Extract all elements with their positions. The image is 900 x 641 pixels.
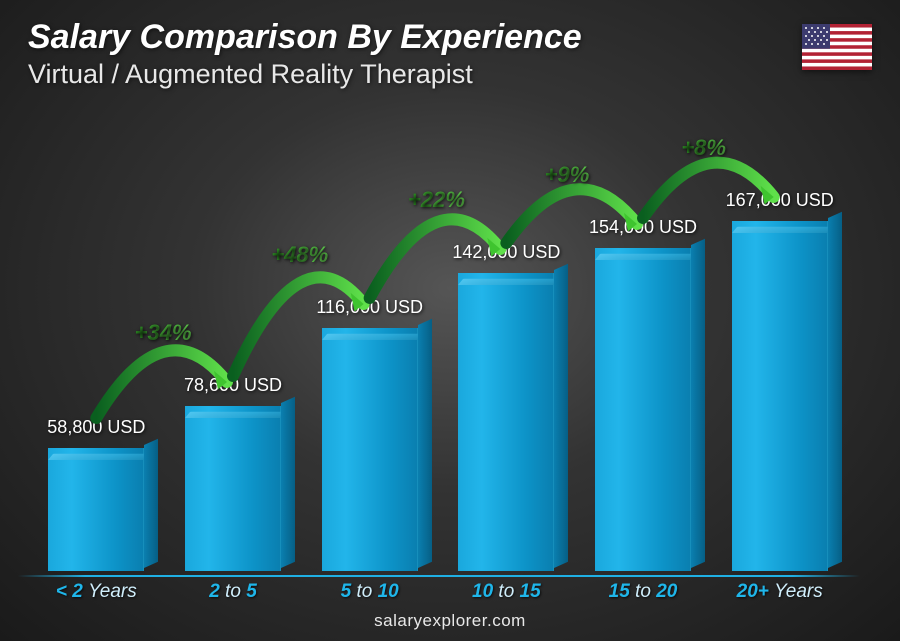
bar-value-label: 78,600 USD [184,375,282,396]
page-subtitle: Virtual / Augmented Reality Therapist [28,59,582,90]
page-title: Salary Comparison By Experience [28,18,582,57]
x-axis-label: 15 to 20 [575,581,712,603]
x-axis-label: 10 to 15 [438,581,575,603]
bar-column: 78,600 USD [165,375,302,571]
bar [322,328,418,571]
chart-baseline [18,575,860,577]
bar-value-label: 58,800 USD [47,417,145,438]
x-axis-labels: < 2 Years2 to 55 to 1010 to 1515 to 2020… [28,581,848,603]
bar-column: 58,800 USD [28,417,165,571]
x-axis-label: 5 to 10 [301,581,438,603]
flag-usa-icon [802,24,872,70]
bar-chart: 58,800 USD 78,600 USD 116,000 USD 142,000 U… [28,141,848,571]
bar [732,221,828,571]
bar-value-label: 154,000 USD [589,217,697,238]
footer-credit: salaryexplorer.com [0,611,900,631]
bar-value-label: 167,000 USD [726,190,834,211]
x-axis-label: 2 to 5 [165,581,302,603]
x-axis-label: 20+ Years [711,581,848,603]
header: Salary Comparison By Experience Virtual … [28,18,582,90]
bar-value-label: 142,000 USD [452,242,560,263]
bar-column: 116,000 USD [301,297,438,571]
x-axis-label: < 2 Years [28,581,165,603]
bar-column: 142,000 USD [438,242,575,571]
bar-value-label: 116,000 USD [316,297,423,318]
bar-column: 154,000 USD [575,217,712,571]
bar [458,273,554,571]
bar [48,448,144,571]
bar [185,406,281,571]
bar-column: 167,000 USD [711,190,848,571]
bar [595,248,691,571]
